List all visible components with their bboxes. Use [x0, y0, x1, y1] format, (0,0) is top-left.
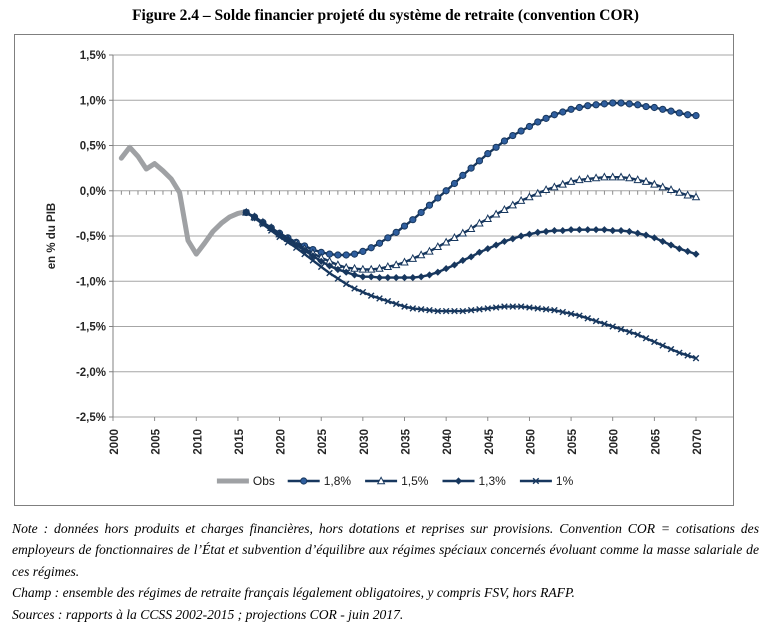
x-tick-label: 2050 — [525, 429, 537, 455]
y-tick-label: 1,0% — [80, 95, 106, 107]
x-tick-label: 2070 — [692, 429, 704, 455]
x-tick-label: 2025 — [317, 428, 329, 454]
y-axis-title: en % du PIB — [46, 203, 58, 269]
y-tick-label: 1,5% — [80, 50, 106, 62]
y-axis: 1,5% 1,0% 0,5% 0,0% -0,5% -1,0% -1,5% -2,0% -2,5… — [76, 50, 114, 424]
y-tick-label: -2,0% — [76, 367, 106, 379]
y-tick-label: -1,0% — [76, 276, 106, 288]
retirement-balance-chart: 1,5% 1,0% 0,5% 0,0% -0,5% -1,0% -1,5% -2,0% -2,5… — [46, 50, 733, 488]
x-tick-label: 2030 — [359, 429, 371, 455]
x-tick-label: 2040 — [442, 429, 454, 455]
y-tick-label: -1,5% — [76, 322, 106, 334]
legend-label: 1% — [556, 474, 574, 488]
note-text: Note : données hors produits et charges … — [12, 521, 759, 579]
x-tick-label: 2000 — [109, 429, 121, 455]
legend: Obs 1,8% 1,5% 1,3% 1% — [216, 474, 574, 488]
y-tick-label: -0,5% — [76, 231, 106, 243]
legend-label: 1,3% — [479, 474, 507, 488]
y-tick-label: 0,0% — [80, 186, 106, 198]
series-Obs — [118, 144, 249, 257]
chart-frame: 1,5% 1,0% 0,5% 0,0% -0,5% -1,0% -1,5% -2,0% -2,5… — [14, 34, 734, 506]
x-tick-labels: 2000 2005 2010 2015 2020 2025 2030 2035 2040 2045… — [109, 428, 704, 454]
x-axis-ticks — [112, 190, 697, 421]
y-tick-label: 0,5% — [80, 141, 106, 153]
champ-text: Champ : ensemble des régimes de retraite… — [12, 585, 575, 601]
x-tick-label: 2005 — [151, 428, 163, 454]
gridlines — [112, 54, 733, 418]
series-1% — [242, 209, 700, 362]
series-1,3% — [242, 208, 700, 282]
figure-notes: Note : données hors produits et charges … — [12, 518, 759, 624]
y-tick-label: -2,5% — [76, 412, 106, 424]
x-tick-label: 2045 — [484, 428, 496, 454]
x-tick-label: 2015 — [234, 428, 246, 454]
legend-label: Obs — [253, 474, 275, 488]
x-tick-label: 2060 — [609, 429, 621, 455]
x-tick-label: 2065 — [650, 428, 662, 454]
sources-text: Sources : rapports à la CCSS 2002-2015 ;… — [12, 606, 404, 622]
x-tick-label: 2020 — [276, 429, 288, 455]
figure-title: Figure 2.4 – Solde financier projeté du … — [132, 7, 639, 24]
x-tick-label: 2010 — [192, 429, 204, 455]
x-tick-label: 2055 — [567, 428, 579, 454]
legend-label: 1,8% — [324, 474, 352, 488]
legend-label: 1,5% — [401, 474, 429, 488]
x-tick-label: 2035 — [401, 428, 413, 454]
